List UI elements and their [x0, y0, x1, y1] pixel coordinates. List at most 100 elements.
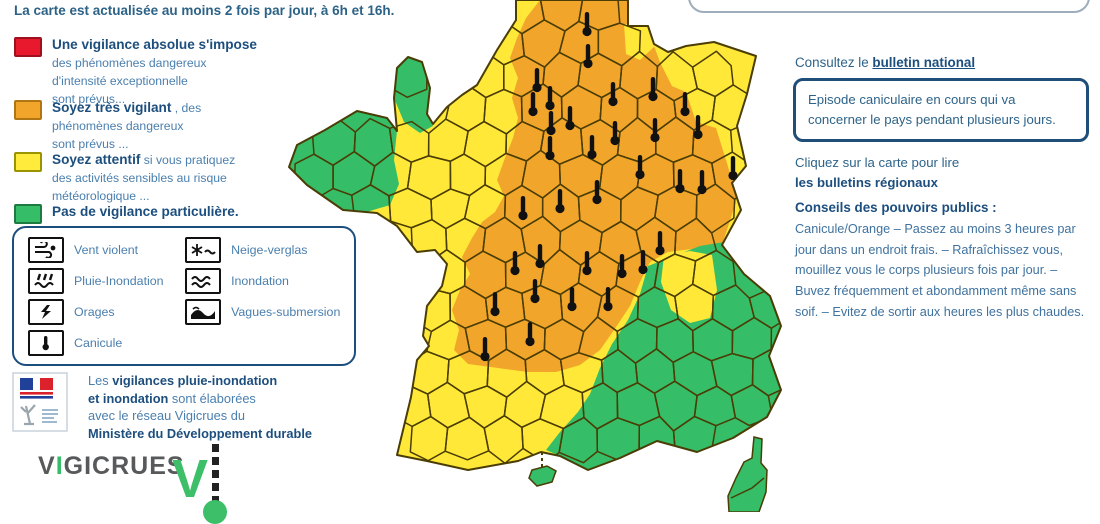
corsica-border [730, 477, 765, 499]
legend-orange-title: Soyez très vigilant [52, 100, 172, 115]
ministry-logo [12, 372, 68, 437]
zone-bretagne [289, 111, 399, 214]
rain-flood-icon [28, 267, 64, 294]
bulletins-regionaux-label: les bulletins régionaux [795, 175, 938, 191]
canicule-thermometer-icon [635, 155, 645, 180]
update-note: La carte est actualisée au moins 2 fois … [14, 3, 395, 18]
picto-canicule: Canicule [28, 327, 185, 358]
legend-item-red: Une vigilance absolue s'impose des phéno… [14, 36, 284, 108]
vigicrues-wordmark: VIGICRUES [38, 452, 185, 480]
picto-inondation: Inondation [185, 265, 350, 296]
legend-item-green: Pas de vigilance particulière. [14, 203, 284, 224]
canicule-thermometer-icon [582, 12, 592, 37]
canicule-thermometer-icon [555, 189, 565, 214]
picto-label: Vagues-submersion [231, 304, 341, 319]
bulletin-national-link[interactable]: bulletin national [872, 55, 976, 70]
consultez-line: Consultez le bulletin national [795, 55, 976, 70]
ministry-line1a: Les [88, 373, 113, 388]
france-vigilance-map[interactable] [280, 0, 800, 512]
canicule-thermometer-icon [675, 169, 685, 194]
legend-yellow-title: Soyez attentif [52, 152, 141, 167]
canicule-thermometer-icon [525, 322, 535, 347]
canicule-thermometer-icon [697, 170, 707, 195]
phenomena-legend-box: Vent violent Pluie-Inondation Orages Can… [12, 226, 356, 366]
picto-label: Canicule [74, 335, 123, 350]
canicule-thermometer-icon [728, 156, 738, 181]
picto-vagues-submersion: Vagues-submersion [185, 296, 350, 327]
canicule-thermometer-icon [480, 337, 490, 362]
ministry-line4: Ministère du Développement durable [88, 425, 312, 441]
picto-neige-verglas: Neige-verglas [185, 234, 350, 265]
picto-label: Neige-verglas [231, 242, 308, 257]
storm-icon [28, 298, 64, 325]
wind-icon [28, 236, 64, 263]
legend-orange-body: , des phénomènes dangereux sont prévus .… [52, 101, 202, 151]
episode-text: Episode caniculaire en cours qui va conc… [808, 92, 1056, 127]
canicule-thermometer-icon [518, 196, 528, 221]
cliquez-line: Cliquez sur la carte pour lire les bullet… [795, 155, 960, 191]
canicule-thermometer-icon [490, 292, 500, 317]
picto-vent-violent: Vent violent [28, 234, 185, 265]
canicule-thermometer-icon [545, 136, 555, 161]
legend-item-yellow: Soyez attentif si vous pratiquez des act… [14, 151, 284, 205]
france-outline [288, 0, 782, 471]
canicule-thermometer-icon [565, 106, 575, 131]
heatwave-icon [28, 329, 64, 356]
ministry-attribution: Les vigilances pluie-inondation et inond… [12, 372, 312, 443]
canicule-thermometer-icon [650, 118, 660, 143]
national-bulletin-box: Episode caniculaire en cours qui va conc… [793, 78, 1089, 142]
canicule-thermometer-icon [610, 121, 620, 146]
canicule-thermometer-icon [648, 77, 658, 102]
gauge-bar-icon [212, 444, 219, 506]
conseils-body: Canicule/Orange – Passez au moins 3 heur… [795, 222, 1085, 319]
zone-sud-est [546, 242, 781, 470]
ministry-line2a: et inondation [88, 390, 169, 406]
picto-label: Pluie-Inondation [74, 273, 164, 288]
canicule-thermometer-icon [617, 254, 627, 279]
picto-label: Vent violent [74, 242, 139, 257]
picto-orages: Orages [28, 296, 185, 327]
flood-icon [185, 267, 222, 294]
legend-green-title: Pas de vigilance particulière. [52, 204, 239, 219]
canicule-thermometer-icon [528, 92, 538, 117]
ministry-line1b: vigilances pluie-inondation [112, 373, 278, 388]
canicule-thermometer-icon [546, 111, 556, 136]
canicule-thermometer-icon [583, 44, 593, 69]
vigilance-green-swatch [14, 204, 42, 224]
canicule-thermometer-icon [510, 251, 520, 276]
ministry-line3: avec le réseau Vigicrues du [88, 408, 245, 424]
coastal-islet [528, 465, 557, 487]
canicule-thermometer-icon [693, 115, 703, 140]
canicule-thermometer-icon [535, 244, 545, 269]
legend-yellow-body: si vous pratiquez des activités sensible… [52, 153, 236, 203]
gauge-bulb-icon [203, 500, 227, 524]
corsica [727, 436, 768, 512]
picto-pluie-inondation: Pluie-Inondation [28, 265, 185, 296]
picto-label: Inondation [231, 273, 289, 288]
canicule-thermometer-icon [603, 287, 613, 312]
canicule-thermometer-icon [592, 180, 602, 205]
vigilance-yellow-swatch [14, 152, 42, 172]
canicule-thermometer-icon [608, 82, 618, 107]
ministry-text: Les vigilances pluie-inondation et inond… [88, 372, 312, 443]
wave-submersion-icon [185, 298, 222, 325]
canicule-thermometer-icon [545, 86, 555, 111]
legend-item-orange: Soyez très vigilant , des phénomènes dan… [14, 99, 284, 153]
canicule-thermometer-icon [530, 279, 540, 304]
canicule-thermometer-icon [587, 135, 597, 160]
vigicrues-logo: V [172, 444, 252, 524]
picto-label: Orages [74, 304, 115, 319]
conseils-title: Conseils des pouvoirs publics : [795, 200, 997, 215]
legend-red-title: Une vigilance absolue s'impose [52, 37, 257, 52]
canicule-thermometer-icon [655, 231, 665, 256]
snow-ice-icon [185, 236, 222, 263]
canicule-thermometer-icon [638, 250, 648, 275]
canicule-thermometer-icon [680, 92, 690, 117]
canicule-thermometer-icon [567, 287, 577, 312]
legend-red-body: des phénomènes dangereux d'intensité exc… [52, 56, 207, 106]
vigilance-orange-swatch [14, 100, 42, 120]
gauge-letter-i: I [55, 452, 64, 480]
vigilance-red-swatch [14, 37, 42, 57]
ministry-line2b: sont élaborées [168, 390, 256, 406]
canicule-thermometer-icon [532, 68, 542, 93]
